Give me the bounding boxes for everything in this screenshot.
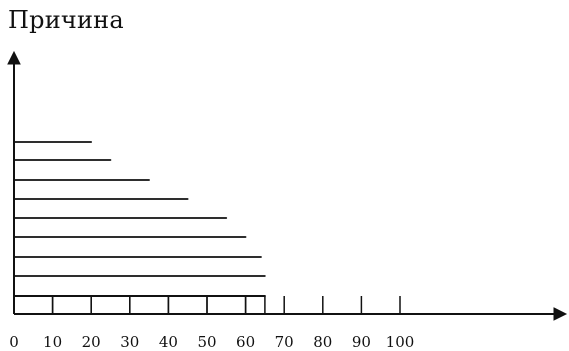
- x-tick-label-10: 10: [43, 333, 62, 351]
- x-tick-label-50: 50: [197, 333, 216, 351]
- axes-layer: [7, 50, 568, 321]
- x-tick-label-0: 0: [9, 333, 19, 351]
- x-tick-label-100: 100: [386, 333, 415, 351]
- x-tick-label-70: 70: [275, 333, 294, 351]
- y-axis-arrow: [7, 50, 21, 65]
- x-tick-label-20: 20: [82, 333, 101, 351]
- y-axis-label: Причина: [8, 6, 124, 34]
- x-tick-label-40: 40: [159, 333, 178, 351]
- x-tick-label-60: 60: [236, 333, 255, 351]
- x-axis-arrow: [553, 307, 568, 321]
- bars-layer: [13, 141, 266, 314]
- x-tick-label-80: 80: [313, 333, 332, 351]
- x-tick-label-90: 90: [352, 333, 371, 351]
- x-tick-label-30: 30: [120, 333, 139, 351]
- x-tick-labels-layer: 0 10 20 30 40 50 60 70 80 90 100: [9, 333, 414, 351]
- x-ticks-layer: [51, 296, 401, 314]
